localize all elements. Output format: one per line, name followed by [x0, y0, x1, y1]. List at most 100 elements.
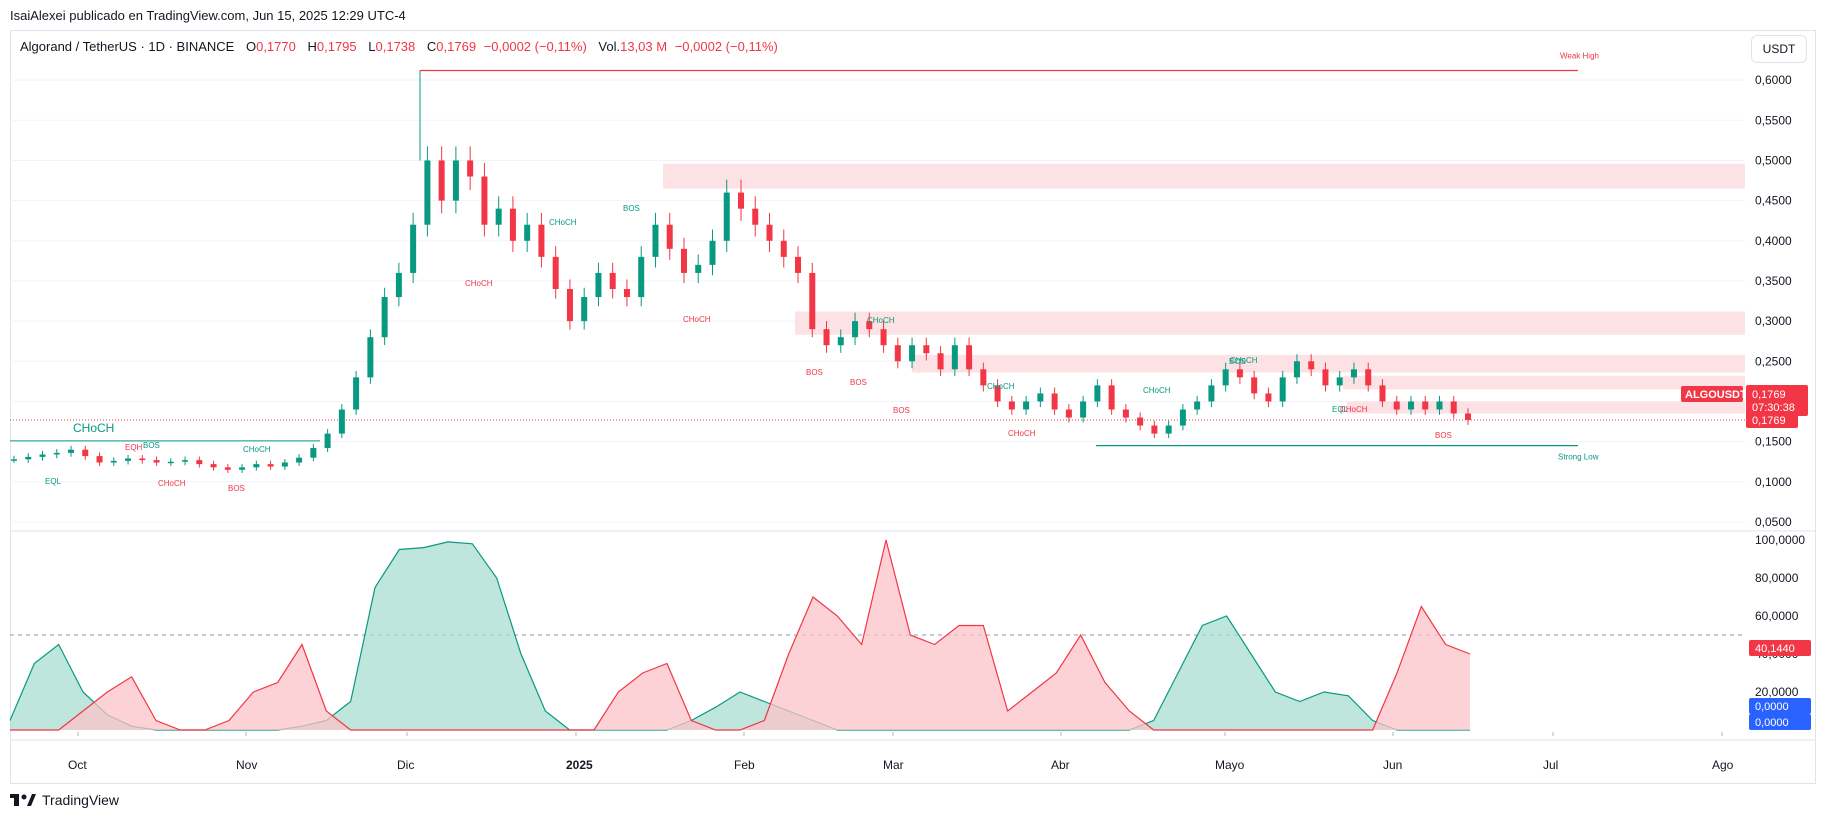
- time-axis-tick: Jul: [1543, 758, 1558, 772]
- structure-label: CHoCH: [867, 316, 895, 325]
- candle-body: [923, 345, 930, 354]
- price-axis-tick: 0,1500: [1755, 435, 1792, 449]
- candle-body: [951, 345, 958, 370]
- currency-button[interactable]: USDT: [1751, 35, 1807, 63]
- candle-body: [1293, 361, 1300, 378]
- chart-svg: 0,6000 0,5500 0,5000 0,4500 0,4000 0,3500 0,30…: [9, 51, 1815, 772]
- candle-body: [766, 224, 773, 241]
- price-axis-tick: 0,0500: [1755, 515, 1792, 529]
- candle-body: [25, 456, 32, 460]
- candle-body: [1436, 401, 1443, 410]
- structure-label: CHoCH: [158, 479, 186, 488]
- price-axis-tick: 0,6000: [1755, 73, 1792, 87]
- symbol-legend: Algorand / TetherUS · 1D · BINANCE O0,17…: [20, 39, 778, 54]
- time-axis-tick: Jun: [1383, 758, 1402, 772]
- candle-body: [780, 240, 787, 257]
- candle-body: [139, 458, 146, 461]
- oscillator-value-badge: [1749, 714, 1811, 730]
- price-axis-tick: 0,3500: [1755, 274, 1792, 288]
- open-value: 0,1770: [256, 39, 296, 54]
- candle-body: [324, 433, 331, 449]
- time-axis-tick: Feb: [734, 758, 755, 772]
- oscillator-axis-tick: 20,0000: [1755, 685, 1799, 699]
- candle-body: [1322, 369, 1329, 386]
- candle-body: [566, 288, 573, 322]
- candle-body: [239, 467, 246, 470]
- bearish-volume-line: [10, 539, 1471, 731]
- low-key: L: [368, 39, 376, 54]
- oscillator-value-badge: [1749, 640, 1811, 656]
- candle-body: [1407, 401, 1414, 410]
- candle-body: [709, 240, 716, 265]
- structure-label: BOS: [850, 378, 867, 387]
- candle-body: [467, 160, 474, 177]
- candle-body: [623, 288, 630, 298]
- candle-body: [509, 208, 516, 241]
- candle-body: [338, 409, 345, 434]
- candle-body: [125, 458, 132, 461]
- oscillator-value-badge: [1749, 698, 1811, 714]
- candle-body: [937, 353, 944, 370]
- supply-zone: [912, 354, 1745, 373]
- candle-body: [1251, 377, 1258, 394]
- candle-body: [410, 224, 417, 273]
- low-value: 0,1738: [375, 39, 416, 54]
- candle-body: [738, 192, 744, 209]
- candle-body: [267, 464, 274, 467]
- candle-body: [852, 321, 859, 338]
- candle-body: [880, 329, 887, 346]
- candle-body: [994, 385, 1001, 402]
- price-axis-tick: 0,3000: [1755, 314, 1792, 328]
- symbol-name[interactable]: Algorand / TetherUS · 1D · BINANCE: [20, 39, 235, 54]
- candle-body: [1179, 409, 1186, 426]
- price-axis-tick: 0,5500: [1755, 113, 1792, 127]
- candle-body: [1108, 385, 1115, 410]
- structure-label: CHoCH: [683, 315, 711, 324]
- candle-body: [1122, 409, 1129, 418]
- structure-label: CHoCH: [1008, 429, 1036, 438]
- candle-body: [1023, 401, 1030, 410]
- candle-body: [609, 272, 616, 289]
- candle-body: [1308, 361, 1315, 370]
- structure-label: CHoCH: [243, 445, 271, 454]
- high-key: H: [307, 39, 317, 54]
- candle-body: [552, 256, 559, 289]
- candle-body: [1065, 409, 1072, 418]
- symbol-badge: [1681, 386, 1743, 402]
- line-price-text: 0,1769: [1752, 415, 1786, 427]
- line-price-badge: [1746, 412, 1798, 429]
- candle-body: [752, 208, 759, 225]
- time-axis-tick: Oct: [68, 758, 87, 772]
- candle-body: [837, 337, 844, 346]
- change-value: −0,0002 (−0,11%): [483, 39, 587, 54]
- oscillator-value-text: 40,1440: [1755, 643, 1795, 655]
- candle-body: [1165, 425, 1172, 434]
- candle-body: [538, 224, 545, 257]
- candle-body: [666, 224, 673, 249]
- candle-body: [638, 256, 645, 298]
- candle-body: [1393, 401, 1400, 410]
- candle-body: [182, 460, 189, 462]
- weak-high-label: Weak High: [1560, 51, 1599, 60]
- structure-label: CHoCH: [73, 421, 114, 435]
- candle-body: [1236, 369, 1243, 378]
- structure-label: EQL: [1332, 405, 1349, 414]
- candle-body: [909, 345, 916, 362]
- candle-body: [53, 452, 60, 455]
- structure-label: EQL: [45, 477, 62, 486]
- volume-label: Vol.: [598, 39, 621, 54]
- candle-body: [11, 459, 17, 461]
- oscillator-value-text: 0,0000: [1755, 701, 1789, 713]
- structure-label: CHoCH: [1340, 405, 1368, 414]
- candle-body: [367, 337, 374, 378]
- structure-label: BOS: [1229, 357, 1246, 366]
- open-key: O: [245, 39, 257, 54]
- candle-body: [96, 456, 103, 463]
- candle-body: [495, 208, 502, 225]
- candle-body: [1080, 401, 1087, 418]
- candle-body: [1222, 369, 1229, 386]
- structure-label: BOS: [806, 368, 823, 377]
- time-axis-tick: 2025: [566, 758, 593, 772]
- candle-body: [1208, 385, 1215, 402]
- countdown-text: 07:30:38: [1752, 402, 1795, 414]
